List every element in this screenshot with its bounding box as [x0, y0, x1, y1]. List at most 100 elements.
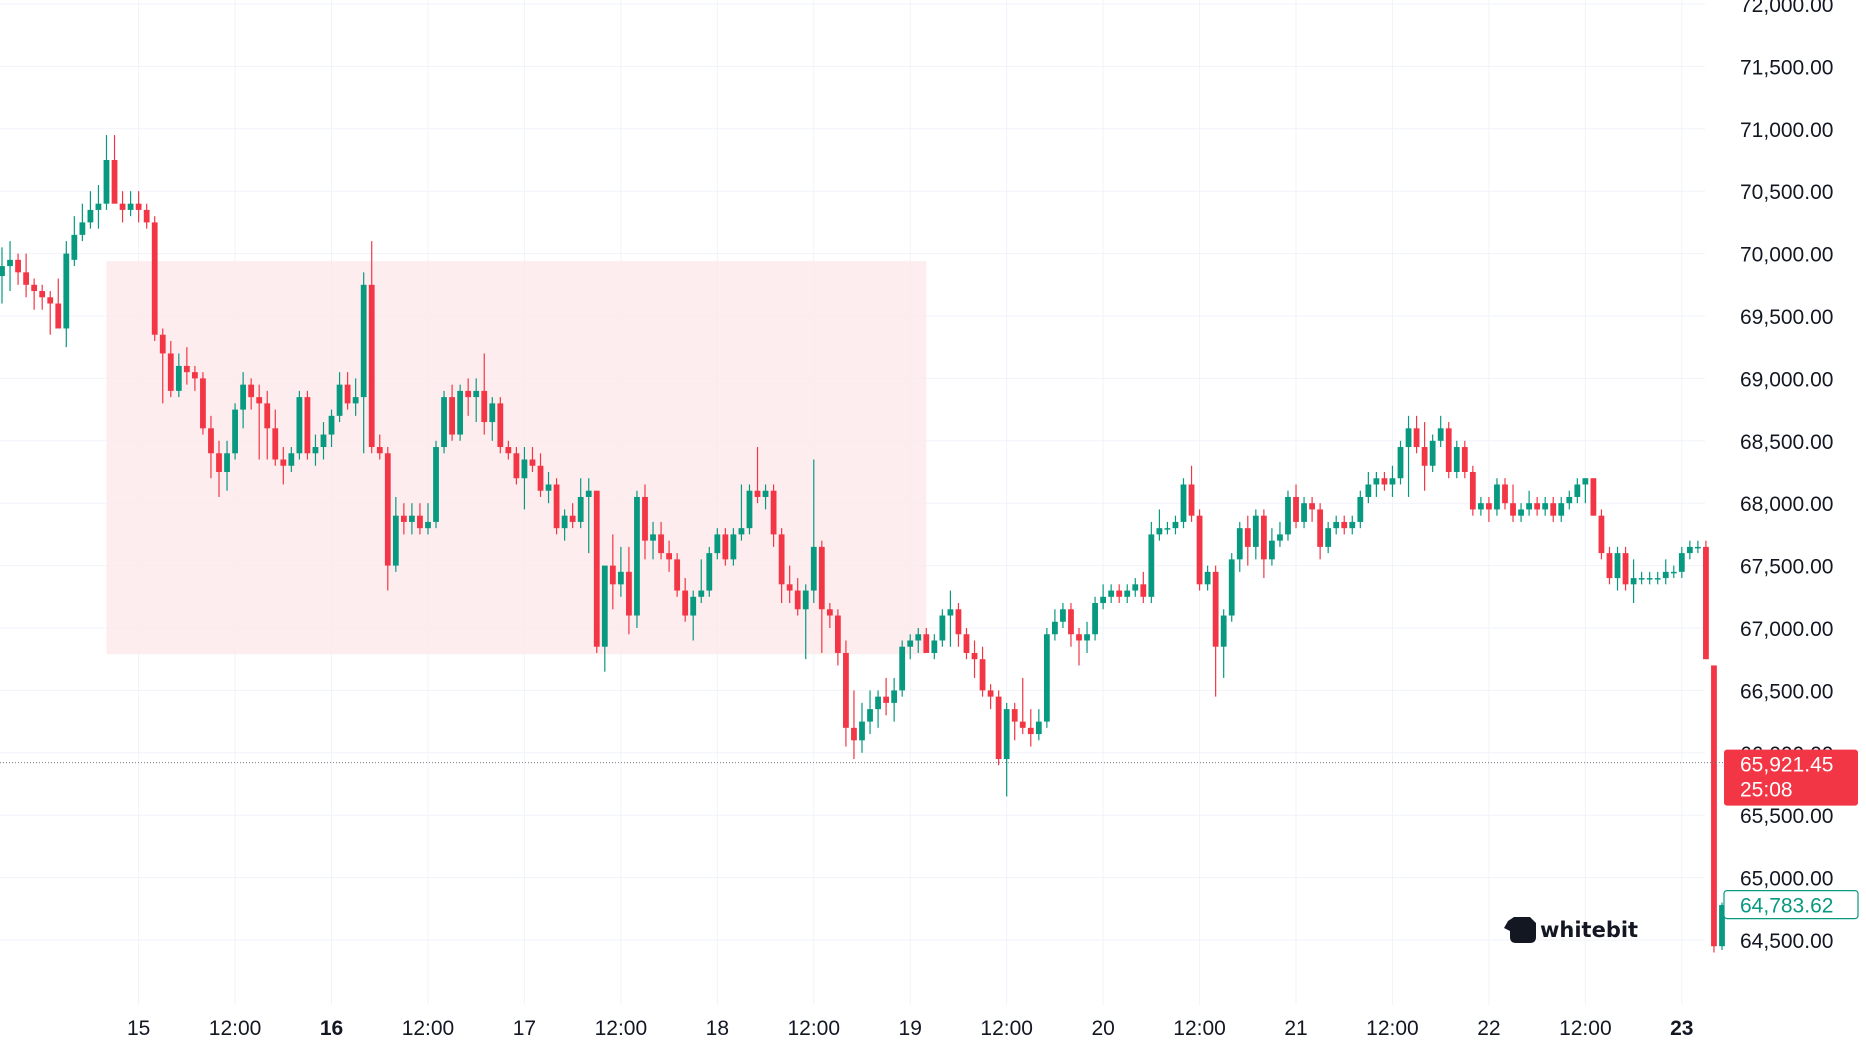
candle-body — [875, 696, 881, 710]
candle-body — [1228, 559, 1235, 616]
candle-down — [1598, 509, 1605, 560]
price-tick-label: 70,000.00 — [1740, 244, 1833, 267]
candle-down — [256, 384, 263, 460]
candle-body — [87, 209, 94, 223]
candle-body — [1662, 571, 1669, 579]
candle-body — [1469, 472, 1476, 510]
candle-body — [425, 521, 431, 529]
candle-down — [481, 353, 488, 435]
candle-body — [1052, 621, 1058, 635]
candle-down — [1413, 415, 1420, 454]
candle-body — [1373, 478, 1380, 485]
candle-down — [1461, 440, 1468, 479]
candle-body — [272, 428, 279, 460]
candle-down — [1550, 496, 1557, 522]
candle-up — [698, 559, 705, 604]
candle-body — [224, 453, 230, 472]
candle-down — [1019, 677, 1026, 735]
candle-body — [151, 222, 158, 335]
candle-up — [690, 590, 697, 641]
candle-down — [1140, 571, 1147, 604]
candle-down — [1317, 503, 1324, 560]
candle-down — [553, 478, 560, 535]
candle-down — [569, 503, 576, 529]
candle-down — [111, 135, 118, 204]
candle-up — [1574, 478, 1581, 504]
candle-body — [907, 640, 914, 647]
time-tick-label: 20 — [1091, 1017, 1114, 1040]
candle-body — [1188, 484, 1195, 516]
candle-down — [1341, 515, 1348, 535]
candle-body — [1293, 496, 1299, 522]
candle-up — [1228, 553, 1235, 622]
candle-up — [336, 372, 343, 423]
candle-down — [754, 447, 761, 504]
candle-down — [344, 372, 351, 410]
price-tick-label: 64,500.00 — [1740, 930, 1833, 953]
candle-up — [1477, 496, 1484, 516]
candle-body — [312, 447, 319, 454]
candle-body — [1180, 484, 1187, 522]
candle-up — [425, 503, 431, 535]
countdown-label: 25:08 — [1740, 779, 1793, 802]
candle-down — [1260, 509, 1267, 579]
price-axis[interactable]: 64,500.0065,000.0065,500.0066,000.0066,5… — [1740, 0, 1833, 953]
candle-up — [1678, 546, 1685, 579]
price-tick-label: 65,500.00 — [1740, 805, 1833, 828]
candle-body — [216, 453, 222, 472]
candle-body — [617, 571, 624, 585]
time-tick-label: 12:00 — [595, 1017, 648, 1040]
last-price-label: 65,921.45 — [1740, 754, 1833, 777]
candle-body — [891, 690, 898, 703]
time-axis[interactable]: 15 12:00 16 12:00 17 12:00 18 12:00 19 12:00 20 12:… — [127, 1017, 1694, 1040]
candle-body — [1703, 546, 1709, 660]
price-tick-label: 72,000.00 — [1740, 0, 1833, 17]
candle-down — [417, 503, 423, 535]
candle-body — [192, 372, 198, 379]
candle-down — [1469, 465, 1476, 516]
candle-body — [867, 709, 873, 722]
candle-body — [770, 490, 777, 535]
candle-body — [417, 515, 423, 529]
candle-down — [923, 628, 930, 653]
candle-body — [39, 291, 46, 298]
candle-up — [392, 496, 399, 572]
candle-body — [682, 590, 689, 616]
candle-body — [1309, 503, 1315, 510]
candle-down — [818, 540, 825, 653]
candle-body — [730, 534, 737, 560]
candle-down — [143, 203, 150, 229]
candle-body — [995, 696, 1002, 760]
candle-up — [473, 378, 480, 423]
candle-up — [1518, 503, 1524, 522]
candle-down — [1381, 472, 1388, 491]
candle-down — [955, 603, 962, 647]
candle-body — [634, 496, 640, 616]
candle-up — [1614, 546, 1621, 591]
candle-down — [1486, 496, 1492, 522]
candle-body — [778, 534, 785, 585]
candle-body — [1108, 590, 1115, 597]
time-tick-label: 12:00 — [402, 1017, 455, 1040]
candle-down — [722, 528, 729, 566]
candle-body — [63, 253, 70, 329]
candle-up — [1180, 478, 1187, 529]
candle-up — [1333, 515, 1340, 535]
candle-body — [1445, 428, 1452, 472]
price-tick-label: 68,500.00 — [1740, 431, 1833, 454]
candle-body — [232, 409, 238, 454]
candle-down — [23, 253, 30, 298]
candle-body — [1003, 709, 1010, 760]
candle-body — [987, 690, 994, 697]
candle-down — [1116, 584, 1123, 604]
price-tick-label: 70,500.00 — [1740, 181, 1833, 204]
candle-body — [1477, 503, 1484, 510]
candle-up — [360, 272, 367, 454]
candle-body — [103, 160, 110, 204]
candle-up — [1365, 472, 1372, 504]
candle-up — [1252, 509, 1259, 560]
candle-down — [1011, 702, 1018, 741]
candle-body — [1526, 503, 1532, 510]
candle-up — [1003, 702, 1010, 797]
